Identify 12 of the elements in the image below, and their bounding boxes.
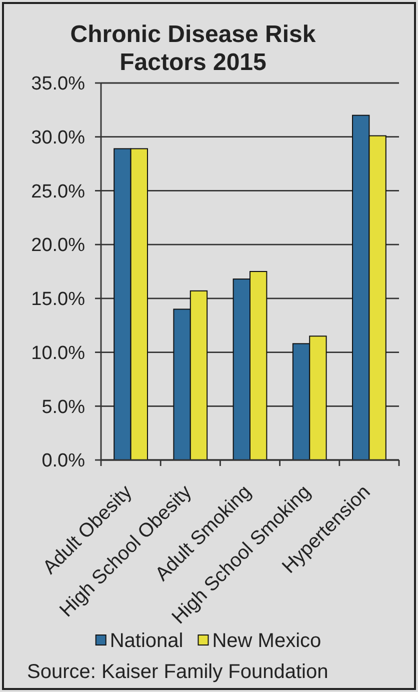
- y-tick-label: 30.0%: [31, 128, 86, 149]
- source-note: Source: Kaiser Family Foundation: [27, 661, 328, 683]
- y-tick-label: 15.0%: [31, 289, 86, 310]
- legend-label: New Mexico: [212, 630, 322, 652]
- y-tick-label: 0.0%: [42, 450, 86, 472]
- y-tick-label: 5.0%: [42, 396, 86, 418]
- chart-title: Chronic Disease Risk Factors 2015: [70, 21, 316, 76]
- y-tick-label: 10.0%: [31, 342, 86, 364]
- y-tick-label: 35.0%: [31, 74, 86, 95]
- y-tick-label: 25.0%: [31, 181, 86, 202]
- y-tick-label: 20.0%: [31, 235, 86, 256]
- legend-label: National: [110, 630, 184, 652]
